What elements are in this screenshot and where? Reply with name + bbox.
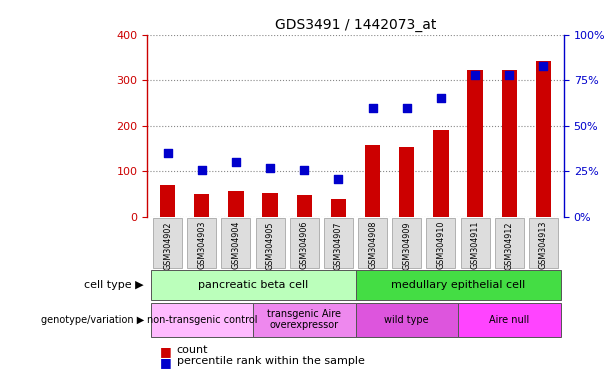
Text: GSM304903: GSM304903 bbox=[197, 221, 207, 270]
Point bbox=[162, 150, 172, 156]
FancyBboxPatch shape bbox=[153, 218, 182, 268]
Point bbox=[231, 159, 241, 166]
Text: GSM304911: GSM304911 bbox=[471, 221, 479, 270]
FancyBboxPatch shape bbox=[221, 218, 251, 268]
Text: GSM304902: GSM304902 bbox=[163, 221, 172, 270]
FancyBboxPatch shape bbox=[460, 218, 490, 268]
Point bbox=[504, 72, 514, 78]
Text: cell type ▶: cell type ▶ bbox=[85, 280, 144, 290]
Bar bbox=[262, 193, 278, 217]
FancyBboxPatch shape bbox=[151, 270, 356, 300]
Point bbox=[368, 104, 378, 111]
FancyBboxPatch shape bbox=[253, 303, 356, 337]
Bar bbox=[365, 146, 380, 217]
Point bbox=[197, 167, 207, 173]
Text: GSM304906: GSM304906 bbox=[300, 221, 309, 270]
Bar bbox=[160, 185, 175, 217]
Text: GSM304913: GSM304913 bbox=[539, 221, 548, 270]
Title: GDS3491 / 1442073_at: GDS3491 / 1442073_at bbox=[275, 18, 436, 32]
Text: ■: ■ bbox=[159, 345, 171, 358]
Point bbox=[402, 104, 412, 111]
Bar bbox=[501, 70, 517, 217]
Bar bbox=[228, 191, 243, 217]
Text: Aire null: Aire null bbox=[489, 314, 530, 325]
Text: pancreatic beta cell: pancreatic beta cell bbox=[198, 280, 308, 290]
Point bbox=[539, 63, 549, 69]
Point bbox=[265, 165, 275, 171]
Point bbox=[333, 175, 343, 182]
Point bbox=[470, 72, 480, 78]
Bar bbox=[297, 195, 312, 217]
Text: medullary epithelial cell: medullary epithelial cell bbox=[391, 280, 525, 290]
Bar bbox=[468, 70, 483, 217]
Bar bbox=[331, 199, 346, 217]
FancyBboxPatch shape bbox=[458, 303, 560, 337]
Bar bbox=[536, 61, 551, 217]
FancyBboxPatch shape bbox=[356, 270, 560, 300]
Text: GSM304908: GSM304908 bbox=[368, 221, 377, 270]
FancyBboxPatch shape bbox=[256, 218, 284, 268]
Point bbox=[299, 167, 309, 173]
FancyBboxPatch shape bbox=[187, 218, 216, 268]
FancyBboxPatch shape bbox=[151, 303, 253, 337]
FancyBboxPatch shape bbox=[290, 218, 319, 268]
Text: count: count bbox=[177, 345, 208, 355]
Text: percentile rank within the sample: percentile rank within the sample bbox=[177, 356, 364, 366]
Text: wild type: wild type bbox=[384, 314, 429, 325]
FancyBboxPatch shape bbox=[324, 218, 353, 268]
Text: GSM304910: GSM304910 bbox=[436, 221, 446, 270]
FancyBboxPatch shape bbox=[529, 218, 558, 268]
Text: non-transgenic control: non-transgenic control bbox=[147, 314, 257, 325]
FancyBboxPatch shape bbox=[427, 218, 455, 268]
FancyBboxPatch shape bbox=[495, 218, 524, 268]
Text: ■: ■ bbox=[159, 356, 171, 369]
FancyBboxPatch shape bbox=[358, 218, 387, 268]
FancyBboxPatch shape bbox=[392, 218, 421, 268]
Text: GSM304904: GSM304904 bbox=[232, 221, 240, 270]
Bar bbox=[399, 147, 414, 217]
Text: GSM304907: GSM304907 bbox=[334, 221, 343, 270]
Text: GSM304905: GSM304905 bbox=[265, 221, 275, 270]
Text: GSM304909: GSM304909 bbox=[402, 221, 411, 270]
FancyBboxPatch shape bbox=[356, 303, 458, 337]
Point bbox=[436, 95, 446, 101]
Bar bbox=[194, 194, 210, 217]
Text: genotype/variation ▶: genotype/variation ▶ bbox=[41, 314, 144, 325]
Text: transgenic Aire
overexpressor: transgenic Aire overexpressor bbox=[267, 309, 341, 331]
Bar bbox=[433, 130, 449, 217]
Text: GSM304912: GSM304912 bbox=[504, 221, 514, 270]
